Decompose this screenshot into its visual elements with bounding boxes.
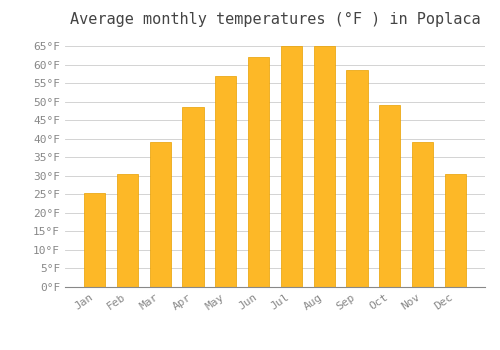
Bar (84, 193, 106, 287)
Bar (215, 76, 236, 287)
Bar (182, 107, 204, 287)
Bar (117, 174, 138, 287)
Bar (412, 142, 433, 287)
Title: Average monthly temperatures (°F ) in Poplaca: Average monthly temperatures (°F ) in Po… (70, 12, 480, 27)
Bar (280, 46, 302, 287)
Bar (150, 142, 171, 287)
Bar (346, 70, 368, 287)
Bar (379, 105, 400, 287)
Bar (444, 174, 466, 287)
Bar (314, 46, 335, 287)
Bar (248, 57, 270, 287)
